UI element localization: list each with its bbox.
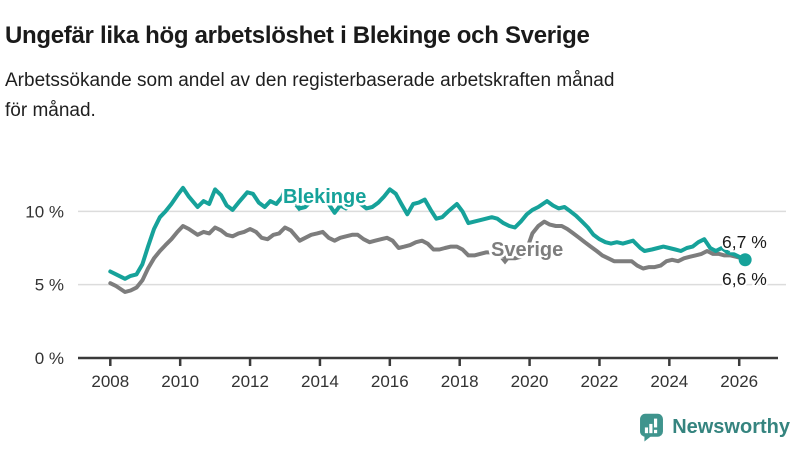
y-axis-tick-label: 5 % <box>35 276 64 295</box>
x-axis-tick-label: 2014 <box>301 372 339 391</box>
newsworthy-logo-text: Newsworthy <box>672 415 790 438</box>
x-axis-tick-label: 2018 <box>441 372 479 391</box>
series-label-pointer-sverige <box>500 259 510 265</box>
y-axis-tick-label: 0 % <box>35 349 64 368</box>
x-axis-tick-label: 2026 <box>720 372 758 391</box>
series-label-blekinge: Blekinge <box>283 186 366 208</box>
chart-subtitle: Arbetssökande som andel av den registerb… <box>5 66 785 126</box>
newsworthy-logo: Newsworthy <box>638 412 790 442</box>
series-end-dot-blekinge <box>738 253 752 267</box>
x-axis-tick-label: 2020 <box>511 372 549 391</box>
subtitle-line-1: Arbetssökande som andel av den registerb… <box>5 70 615 91</box>
x-axis-tick-label: 2012 <box>231 372 269 391</box>
series-label-pointer-blekinge <box>294 206 304 212</box>
series-label-sverige: Sverige <box>491 239 563 261</box>
newsworthy-logo-icon <box>640 413 664 442</box>
end-value-label-sverige: 6,6 % <box>722 269 767 289</box>
subtitle-line-2: för månad. <box>5 100 96 121</box>
y-axis-tick-label: 10 % <box>25 202 64 221</box>
x-axis-tick-label: 2008 <box>91 372 129 391</box>
x-axis-tick-label: 2016 <box>371 372 409 391</box>
page-title: Ungefär lika hög arbetslöshet i Blekinge… <box>5 22 590 50</box>
series-line-blekinge <box>108 185 748 281</box>
x-axis-tick-label: 2010 <box>161 372 199 391</box>
line-chart: 0 % 5 % 10 % 2008 2010 2012 2014 2016 2018 2020 20… <box>25 184 786 391</box>
end-value-label-blekinge: 6,7 % <box>722 232 767 252</box>
x-axis-tick-label: 2022 <box>581 372 619 391</box>
series-line-sverige <box>108 219 748 294</box>
x-axis-tick-label: 2024 <box>650 372 688 391</box>
